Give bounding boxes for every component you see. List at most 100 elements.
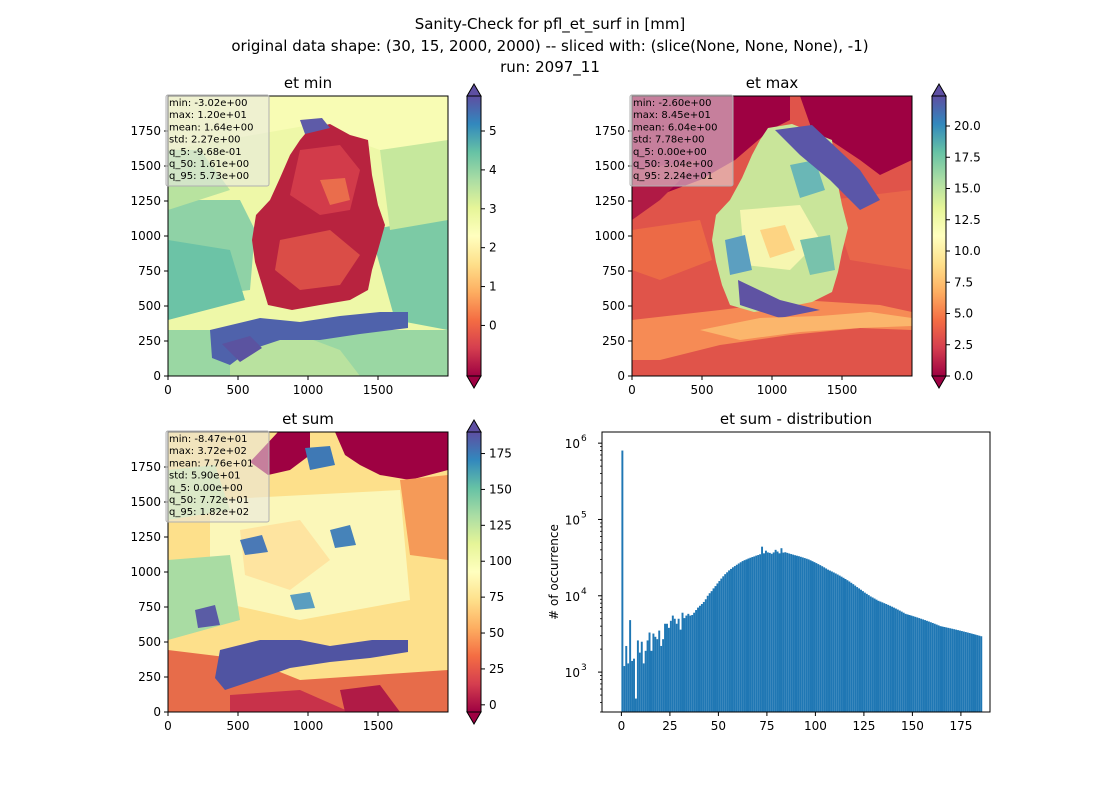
- y-tick-label: 750: [138, 600, 161, 614]
- histogram-bar: [662, 639, 665, 712]
- colorbar-tick-label: 2.5: [954, 338, 973, 352]
- histogram-bar: [633, 658, 635, 712]
- histogram-bar: [863, 592, 866, 712]
- histogram-bar: [891, 606, 893, 712]
- histogram-bar: [819, 565, 822, 712]
- histogram-bar: [621, 450, 624, 712]
- panel-title-histogram: et sum - distribution: [720, 410, 872, 428]
- stats-line: mean: 6.04e+00: [633, 122, 717, 133]
- histogram-bar: [894, 608, 897, 712]
- histogram-bar: [638, 652, 641, 712]
- histogram-bar: [667, 627, 670, 712]
- colorbar-tick-label: 125: [489, 518, 512, 532]
- histogram-bar: [675, 623, 678, 712]
- histogram-bar: [629, 620, 632, 712]
- histogram-bar: [687, 613, 690, 712]
- histogram-bar: [958, 630, 961, 712]
- histogram-bar: [906, 614, 909, 712]
- histogram-bar: [929, 622, 932, 712]
- histogram-bar: [718, 581, 721, 712]
- y-tick-label: 1500: [130, 495, 161, 509]
- histogram-bar: [904, 613, 907, 712]
- y-tick-label: 10: [565, 666, 580, 680]
- histogram-bar: [960, 631, 963, 712]
- histogram-bar: [759, 554, 762, 712]
- histogram-bar: [745, 559, 748, 712]
- histogram-bar: [790, 554, 793, 712]
- colorbar-et-min: 0 1 2 3 4 5: [466, 83, 497, 389]
- colorbar-extend-min: [931, 375, 947, 389]
- colorbar-extend-max: [466, 83, 482, 97]
- histogram-bar: [697, 607, 699, 712]
- axis-ticks-et-min: 0 500 1000 1500 0 250 500 750 1000 1250 1500 1750: [130, 124, 393, 397]
- axis-ticks-et-max: 0 500 1000 1500 0 250 500 750 1000 1250 1500 1750: [594, 124, 857, 397]
- histogram-bar: [879, 601, 882, 712]
- x-tick-label: 1500: [363, 383, 394, 397]
- histogram-bar: [914, 616, 917, 712]
- y-tick-label: 750: [602, 264, 625, 278]
- histogram-bar: [912, 616, 915, 712]
- histogram-bar: [925, 620, 928, 712]
- histogram-bar: [836, 574, 839, 712]
- histogram-bar: [933, 623, 936, 712]
- histogram-bar: [885, 604, 888, 712]
- histogram-bar: [832, 572, 835, 712]
- panel-title-et-sum: et sum: [282, 410, 334, 428]
- histogram-bar: [809, 560, 812, 712]
- suptitle-line1: Sanity-Check for pfl_et_surf in [mm]: [415, 15, 686, 34]
- y-tick-exponent: 5: [581, 510, 587, 520]
- histogram-bar: [731, 567, 734, 712]
- histogram-bar: [943, 626, 946, 712]
- panel-title-et-min: et min: [284, 74, 332, 92]
- histogram-bar: [720, 578, 723, 712]
- colorbar-tick-label: 175: [489, 447, 512, 461]
- stats-line: q_95: 2.24e+01: [633, 171, 713, 182]
- stats-line: max: 3.72e+02: [169, 446, 247, 457]
- x-tick-label: 1500: [827, 383, 858, 397]
- histogram-bar: [825, 568, 828, 712]
- histogram-bar: [623, 666, 626, 712]
- histogram-bar: [673, 618, 676, 712]
- histogram-bar: [908, 614, 911, 712]
- histogram-ylabel: # of occurrence: [547, 524, 561, 620]
- histogram-bar: [815, 563, 818, 712]
- histogram-bar: [945, 627, 948, 712]
- histogram-bar: [838, 575, 841, 712]
- histogram-bar: [780, 548, 783, 712]
- colorbar-tick-label: 150: [489, 482, 512, 496]
- y-tick-exponent: 6: [581, 434, 587, 444]
- colorbar-tick-label: 10.0: [954, 244, 981, 258]
- histogram-bar: [827, 569, 829, 712]
- x-tick-label: 1000: [757, 383, 788, 397]
- histogram-bar: [753, 556, 756, 712]
- colorbar-extend-max: [466, 419, 482, 433]
- colorbar-tick-label: 0: [489, 318, 497, 332]
- histogram-bar: [679, 629, 682, 712]
- histogram-bar: [702, 601, 705, 712]
- histogram-bar: [640, 641, 643, 712]
- histogram-bar: [883, 603, 886, 712]
- histogram-bar: [980, 636, 983, 712]
- panel-et-max: et max 0 500 1000 1500 0 250 500 750 1000 1250 150…: [594, 74, 980, 397]
- y-tick-label: 250: [138, 670, 161, 684]
- histogram-bar: [889, 605, 892, 712]
- histogram-bar: [865, 593, 868, 712]
- histogram-bar: [642, 663, 645, 712]
- histogram-bar: [683, 618, 686, 712]
- colorbar-tick-label: 7.5: [954, 275, 973, 289]
- histogram-bar: [939, 626, 942, 712]
- histogram-bar: [666, 623, 668, 712]
- y-tick-exponent: 3: [581, 663, 587, 673]
- histogram-bar: [797, 556, 800, 712]
- x-tick-label: 0: [618, 719, 626, 733]
- x-tick-label: 125: [852, 719, 875, 733]
- histogram-bar: [972, 634, 975, 712]
- histogram-bar: [778, 553, 781, 712]
- histogram-bar: [700, 604, 703, 712]
- histogram-bar: [660, 645, 663, 712]
- histogram-bar: [957, 630, 959, 712]
- histogram-bar: [858, 588, 861, 712]
- stats-line: mean: 1.64e+00: [169, 122, 253, 133]
